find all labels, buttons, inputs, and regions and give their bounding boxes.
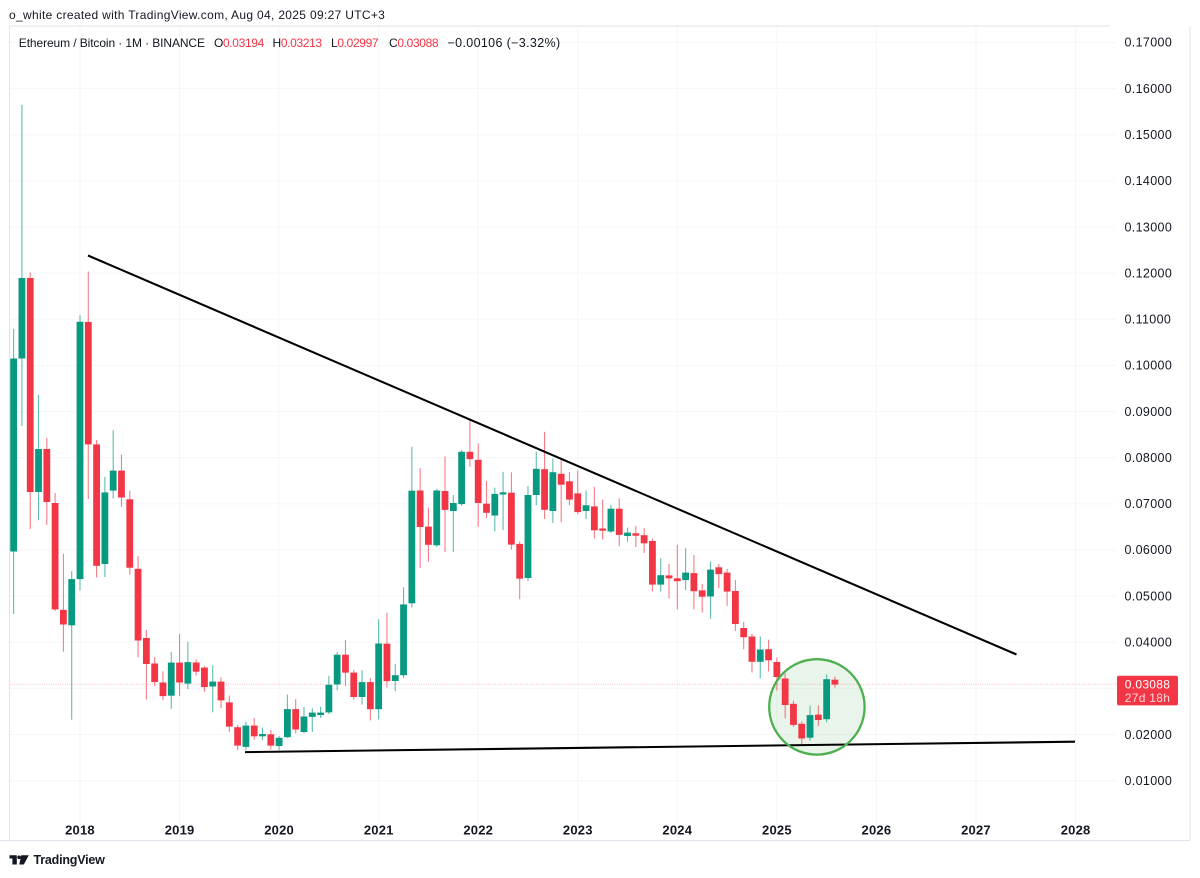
svg-text:0.05000: 0.05000 — [1125, 589, 1173, 603]
svg-text:0.12000: 0.12000 — [1125, 266, 1173, 280]
svg-text:0.13000: 0.13000 — [1125, 220, 1173, 234]
svg-text:2021: 2021 — [364, 823, 394, 838]
svg-text:0.07000: 0.07000 — [1125, 497, 1173, 511]
svg-text:2028: 2028 — [1061, 823, 1091, 838]
svg-text:0.04000: 0.04000 — [1125, 636, 1173, 650]
svg-text:2023: 2023 — [563, 823, 593, 838]
svg-text:2027: 2027 — [961, 823, 991, 838]
svg-text:0.14000: 0.14000 — [1125, 174, 1173, 188]
svg-text:0.08000: 0.08000 — [1125, 451, 1173, 465]
svg-text:2025: 2025 — [762, 823, 792, 838]
svg-text:0.02000: 0.02000 — [1125, 728, 1173, 742]
svg-text:2022: 2022 — [463, 823, 493, 838]
svg-text:27d 18h: 27d 18h — [1125, 691, 1170, 705]
svg-text:0.11000: 0.11000 — [1125, 313, 1172, 327]
svg-text:0.03088: 0.03088 — [1125, 678, 1171, 692]
svg-text:0.01000: 0.01000 — [1125, 774, 1173, 788]
svg-text:0.06000: 0.06000 — [1125, 543, 1173, 557]
svg-text:2026: 2026 — [862, 823, 892, 838]
svg-text:2024: 2024 — [662, 823, 692, 838]
svg-text:2020: 2020 — [264, 823, 294, 838]
svg-text:2019: 2019 — [165, 823, 195, 838]
svg-text:2018: 2018 — [65, 823, 95, 838]
svg-text:0.16000: 0.16000 — [1125, 82, 1173, 96]
svg-text:TradingView: TradingView — [34, 853, 106, 867]
svg-text:0.10000: 0.10000 — [1125, 359, 1173, 373]
svg-text:0.15000: 0.15000 — [1125, 128, 1173, 142]
svg-text:0.09000: 0.09000 — [1125, 405, 1173, 419]
svg-text:0.17000: 0.17000 — [1125, 36, 1173, 50]
